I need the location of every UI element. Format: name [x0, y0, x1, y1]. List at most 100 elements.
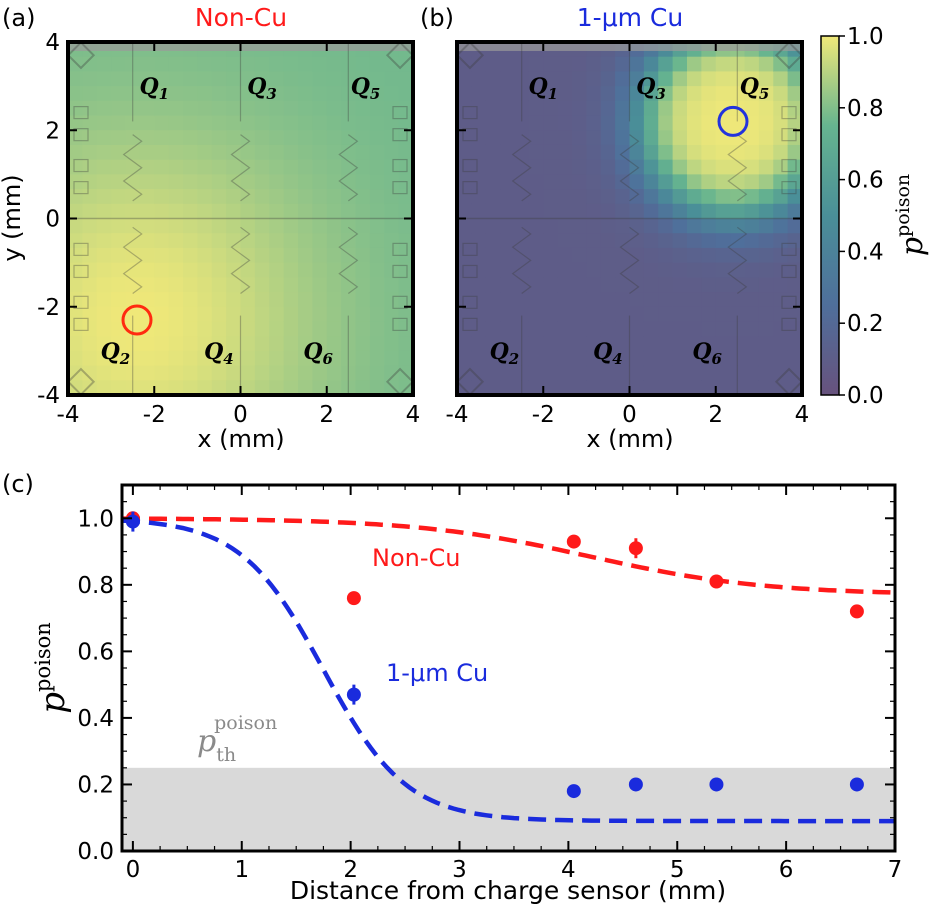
heat-cell [68, 336, 83, 352]
heat-cell [730, 365, 746, 381]
qubit-subscript: 4 [223, 350, 233, 368]
heat-cell [240, 262, 256, 278]
heat-cell [111, 130, 127, 146]
qubit-label: Q2 [490, 339, 520, 368]
heat-cell [543, 262, 559, 278]
heat-cell [687, 159, 702, 175]
heat-cell [773, 159, 789, 175]
heat-cell [744, 86, 760, 102]
heat-cell [615, 277, 631, 293]
chip-resonator [511, 226, 532, 294]
heat-cell [341, 321, 357, 337]
qubit-letter: Q [204, 339, 223, 365]
heat-cell [226, 336, 242, 352]
heat-cell [715, 247, 731, 264]
chip-resonator [230, 226, 251, 294]
heat-cell [226, 174, 242, 190]
x-tick-label: 2 [319, 402, 334, 428]
heat-cell [557, 365, 573, 381]
heat-cell [500, 100, 516, 117]
heat-cell [211, 189, 227, 205]
heat-cell [471, 71, 487, 87]
heat-cell [528, 56, 544, 73]
heat-cell [672, 174, 688, 190]
heat-cell [615, 365, 631, 381]
y-tick-label-c: 0.0 [77, 839, 114, 865]
heat-cell [672, 218, 688, 234]
heat-cell [254, 233, 270, 249]
heat-cell [298, 262, 313, 278]
heat-cell [125, 144, 141, 161]
heat-cell [586, 380, 602, 395]
heat-cell [643, 321, 659, 337]
heat-cell [643, 350, 659, 367]
heat-cell [139, 365, 155, 381]
heat-cell [629, 144, 645, 161]
heat-cell [629, 277, 645, 293]
heat-cell [283, 292, 299, 308]
heat-cell [369, 144, 385, 161]
heat-cell [269, 86, 285, 102]
heat-cell [341, 365, 357, 381]
heat-cell [369, 336, 385, 352]
heat-cell [355, 203, 371, 220]
heat-cell [82, 203, 98, 220]
heat-cell [600, 100, 616, 117]
heat-cell [485, 130, 501, 146]
heat-cell [658, 336, 674, 352]
heat-cell [369, 247, 385, 264]
chip-bond-pad [73, 128, 89, 142]
heat-cell [787, 380, 802, 395]
heat-cell [269, 100, 285, 117]
heat-cell [471, 218, 487, 234]
heat-cell [658, 262, 674, 278]
heat-cell [457, 233, 472, 249]
heat-cell [485, 203, 501, 220]
series-label-non-cu: Non-Cu [372, 544, 460, 572]
heat-cell [471, 174, 487, 190]
heat-cell [773, 71, 789, 87]
chip-layout-a [68, 42, 413, 395]
heat-cell [298, 350, 313, 367]
heat-cell [269, 350, 285, 367]
heat-cell [283, 277, 299, 293]
heat-cell [96, 71, 112, 87]
qubit-letter: Q [351, 74, 370, 100]
heat-cell [629, 321, 645, 337]
heat-cell [543, 336, 559, 352]
chip-bond-pad [73, 181, 89, 195]
heat-cell [240, 247, 256, 264]
heat-cell [326, 159, 342, 175]
heat-cell [226, 350, 242, 367]
heat-cell [154, 233, 170, 249]
heat-cell [355, 159, 371, 175]
heat-cell [168, 350, 184, 367]
heat-cell [485, 262, 501, 278]
heat-cell [758, 350, 774, 367]
heat-cell [457, 86, 472, 102]
heat-cell [283, 218, 299, 234]
qubit-letter: Q [490, 339, 509, 365]
heat-cell [572, 144, 587, 161]
heat-cell [197, 218, 213, 234]
heat-cell [572, 115, 587, 131]
heat-cell [226, 100, 242, 117]
heat-cell [197, 292, 213, 308]
chip-bond-pad [73, 242, 89, 256]
heat-cell [384, 380, 400, 395]
heat-cell [355, 56, 371, 73]
heat-cell [730, 174, 746, 190]
heat-cell [168, 380, 184, 395]
heat-cell [68, 380, 83, 395]
heat-cell [355, 71, 371, 87]
heat-cell [139, 350, 155, 367]
heat-cell [125, 380, 141, 395]
heat-cell [283, 56, 299, 73]
heat-cell [269, 144, 285, 161]
heat-cell [701, 159, 717, 175]
heat-cell [68, 100, 83, 117]
heat-cell [68, 321, 83, 337]
heat-cell [672, 100, 688, 117]
heat-cell [528, 86, 544, 102]
